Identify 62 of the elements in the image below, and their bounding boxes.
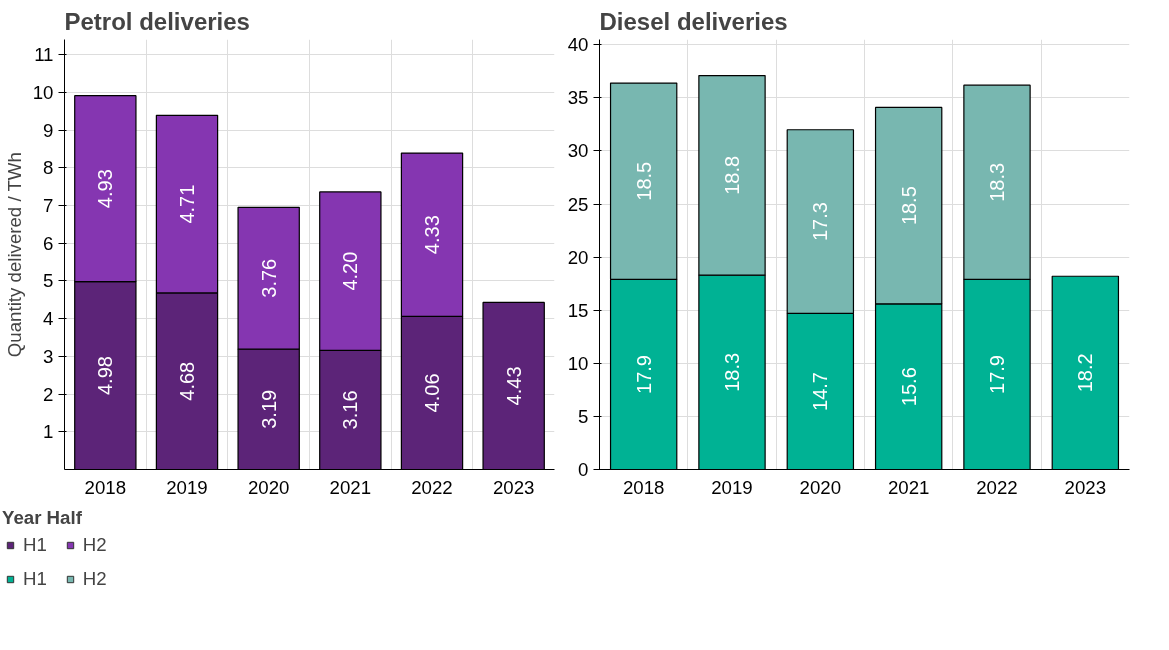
y-tick-label: 9 (43, 119, 54, 141)
y-tick-label: 40 (567, 34, 589, 56)
y-tick-label: 5 (578, 405, 589, 427)
y-tick-label: 4 (43, 308, 54, 330)
x-tick-label: 2022 (976, 476, 1018, 498)
y-tick-label: 5 (43, 270, 54, 292)
y-axis-title: Quantity delivered / TWh (3, 152, 25, 358)
data-label: 4.20 (339, 251, 362, 291)
legend-label: H2 (82, 534, 107, 556)
x-tick-label: 2021 (329, 476, 372, 498)
y-tick-label: 8 (43, 157, 54, 179)
data-label: 14.7 (809, 371, 832, 411)
y-tick-label: 3 (43, 345, 54, 367)
chart-title: Petrol deliveries (64, 7, 250, 35)
legend-label: H1 (23, 568, 47, 590)
y-tick-label: 6 (43, 232, 54, 254)
x-tick-label: 2018 (622, 476, 665, 498)
x-tick-label: 2020 (247, 476, 290, 498)
data-label: 18.8 (721, 155, 743, 195)
y-tick-label: 0 (578, 459, 589, 480)
x-tick-label: 2018 (84, 476, 127, 498)
x-tick-label: 2019 (711, 476, 753, 498)
y-tick-label: 20 (567, 246, 589, 268)
y-tick-label: 1 (43, 421, 54, 443)
data-label: 3.16 (339, 390, 362, 430)
data-label: 4.06 (421, 373, 443, 413)
x-tick-label: 2023 (1064, 476, 1107, 498)
data-label: 15.6 (897, 367, 920, 407)
y-tick-label: 25 (567, 193, 589, 215)
data-label: 18.3 (721, 352, 743, 392)
x-tick-label: 2023 (492, 476, 535, 498)
y-tick-label: 10 (567, 352, 589, 374)
x-tick-label: 2019 (166, 476, 208, 498)
x-tick-label: 2022 (411, 476, 453, 498)
data-label: 17.9 (632, 355, 655, 394)
data-label: 17.9 (986, 355, 1008, 394)
data-label: 4.71 (176, 184, 198, 224)
x-tick-label: 2020 (799, 476, 842, 498)
y-tick-label: 30 (567, 140, 589, 162)
y-tick-label: 11 (34, 44, 54, 66)
data-label: 18.2 (1074, 353, 1097, 393)
data-label: 4.43 (502, 366, 525, 406)
y-tick-label: 10 (32, 81, 54, 103)
data-label: 18.5 (632, 161, 655, 201)
legend-label: H1 (23, 534, 47, 556)
data-label: 4.93 (94, 169, 117, 209)
data-label: 3.76 (257, 258, 280, 298)
data-label: 4.33 (421, 215, 443, 255)
chart-title: Diesel deliveries (599, 7, 788, 35)
y-tick-label: 2 (43, 383, 54, 405)
y-tick-label: 35 (567, 87, 589, 109)
legend-label: H2 (82, 568, 107, 590)
data-label: 18.3 (986, 162, 1008, 202)
data-label: 18.5 (897, 186, 920, 226)
data-label: 4.68 (176, 361, 198, 401)
data-label: 4.98 (94, 356, 117, 396)
y-tick-label: 15 (567, 299, 589, 321)
legend-title: Year Half (2, 507, 83, 529)
data-label: 3.19 (257, 389, 280, 429)
y-tick-label: 7 (43, 194, 54, 216)
x-tick-label: 2021 (887, 476, 930, 498)
data-label: 17.3 (809, 202, 832, 242)
